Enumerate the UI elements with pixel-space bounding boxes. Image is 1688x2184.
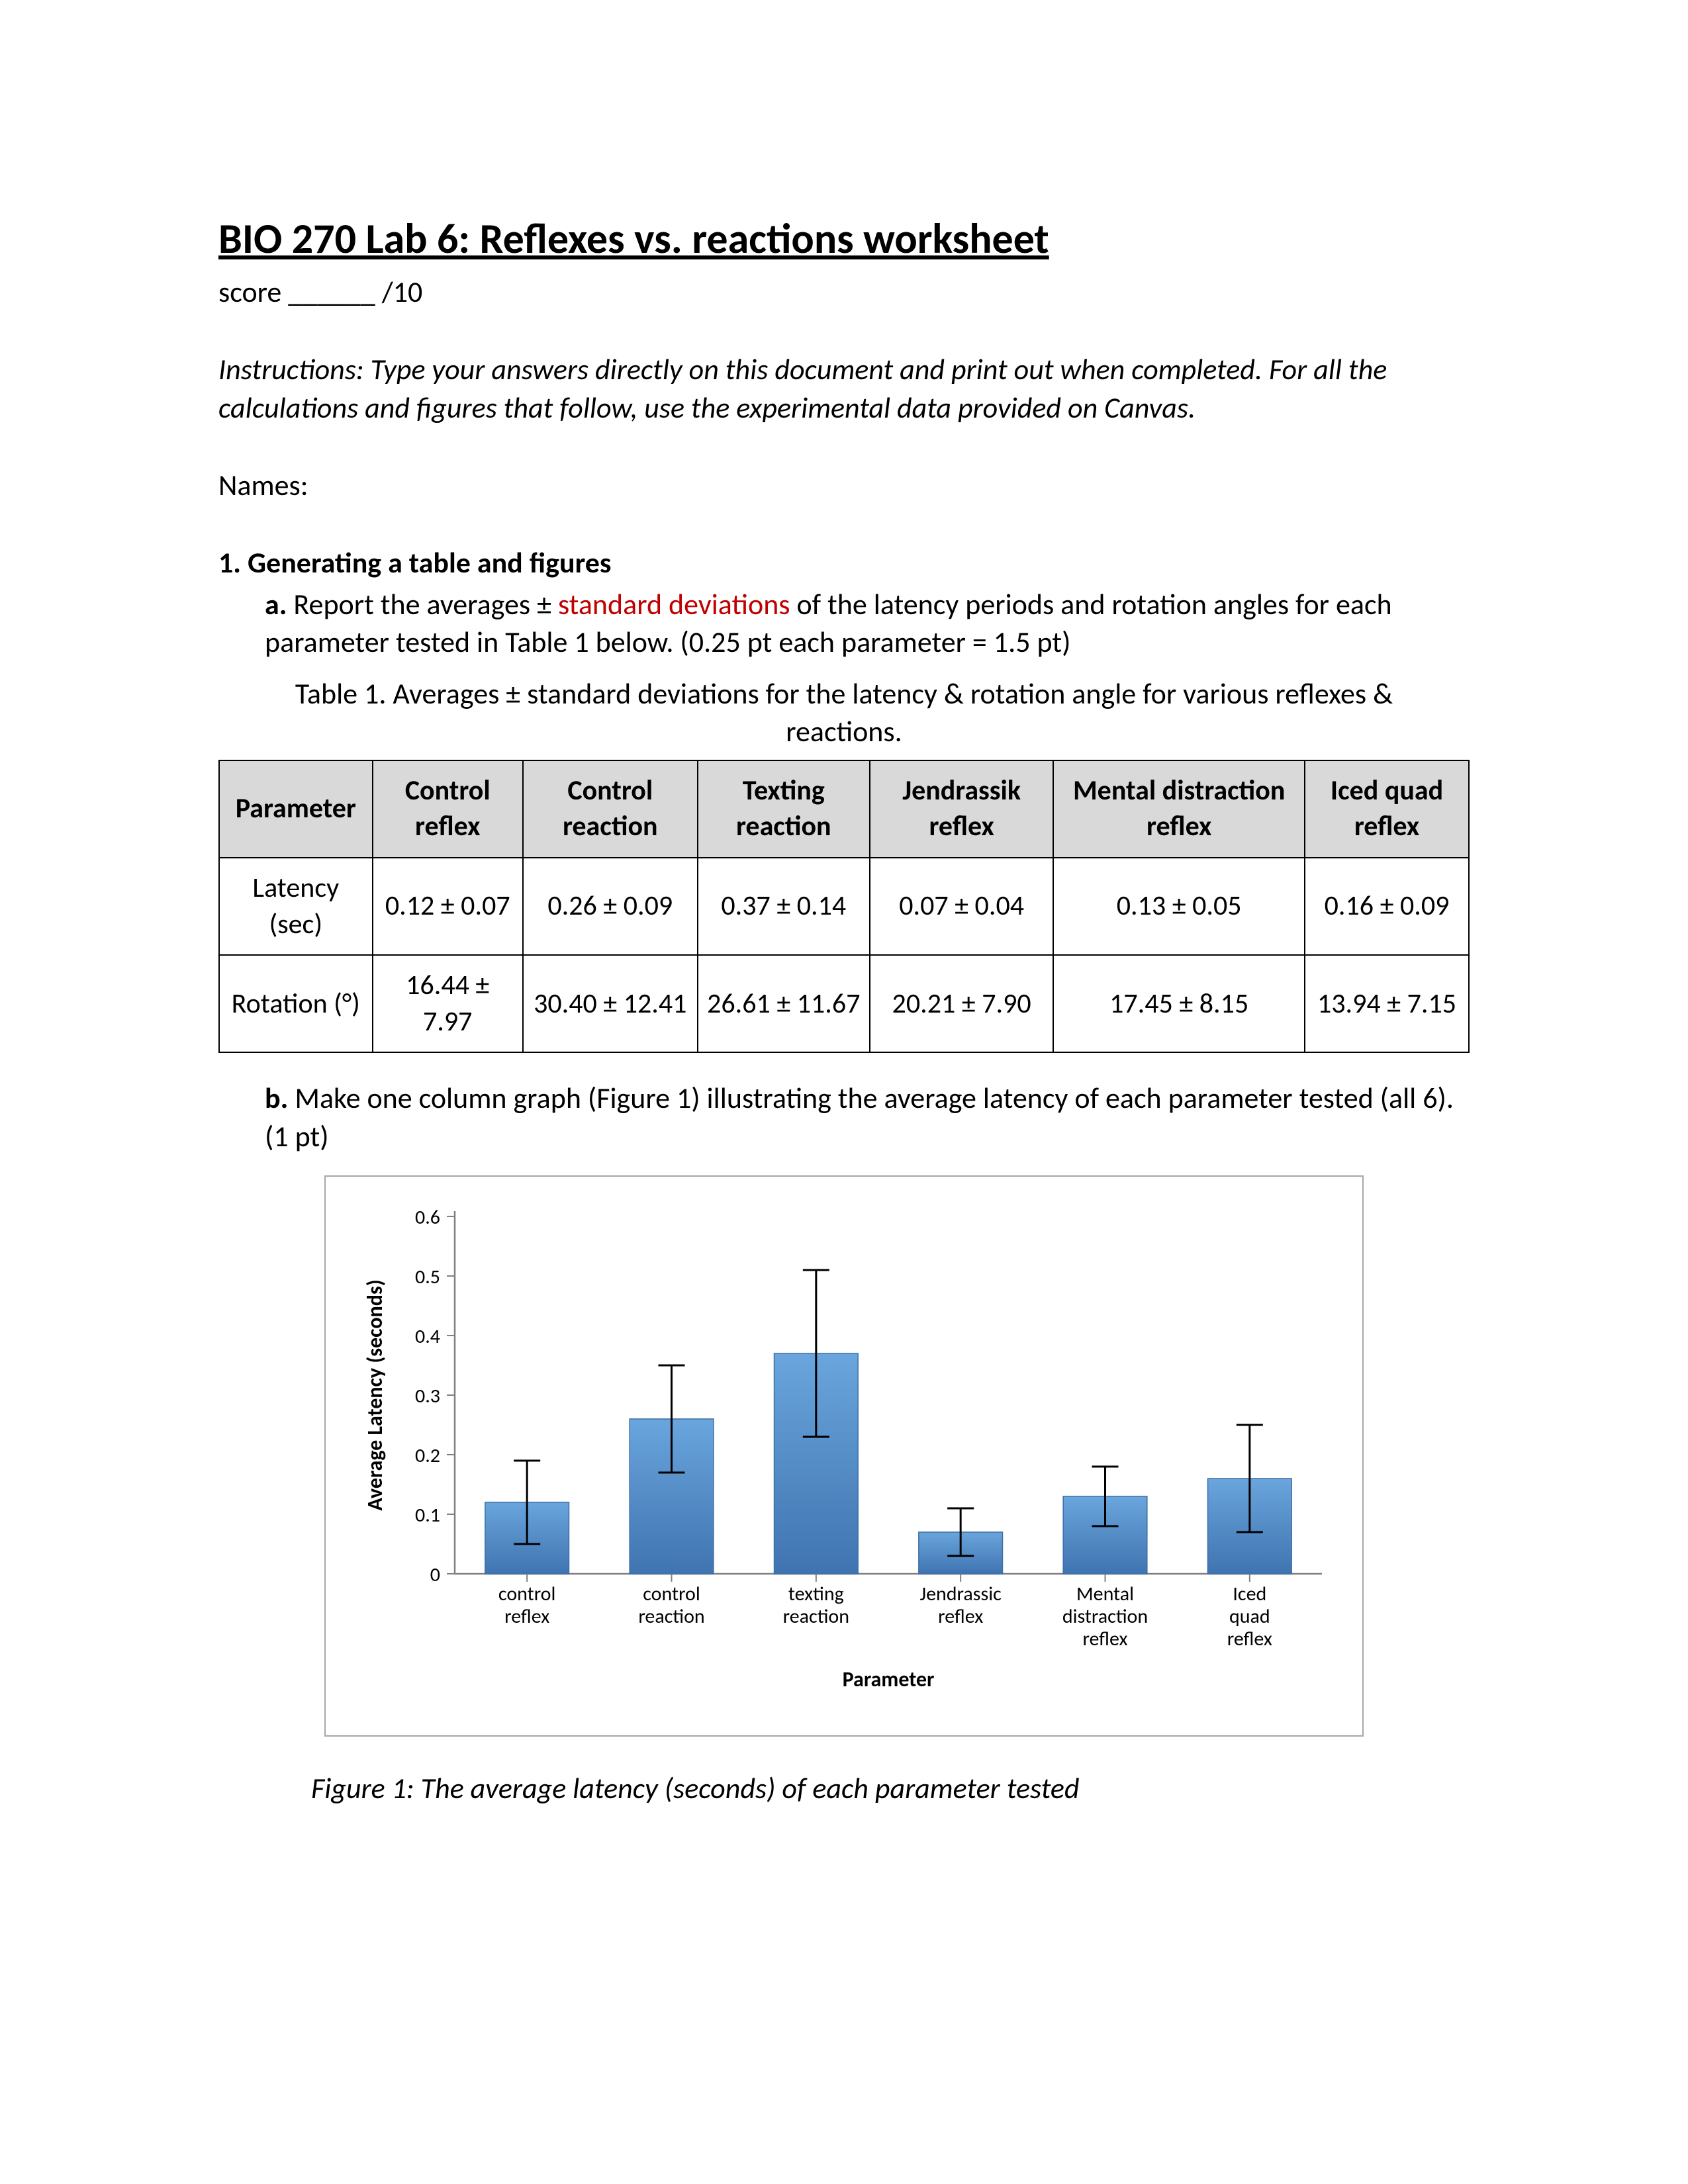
score-suffix: /10	[375, 274, 423, 310]
svg-text:0.6: 0.6	[415, 1205, 440, 1230]
section-1-heading: 1. Generating a table and figures	[218, 544, 1470, 582]
svg-text:Mental: Mental	[1076, 1582, 1134, 1606]
svg-text:0.5: 0.5	[415, 1265, 440, 1289]
worksheet-page: BIO 270 Lab 6: Reflexes vs. reactions wo…	[0, 0, 1688, 2184]
table-cell: 0.37 ± 0.14	[698, 858, 870, 955]
svg-text:reflex: reflex	[1227, 1627, 1272, 1651]
table-header-row: Parameter Control reflex Control reactio…	[219, 760, 1469, 858]
table-cell: 0.26 ± 0.09	[523, 858, 698, 955]
svg-text:reaction: reaction	[783, 1604, 849, 1629]
score-line: score ______ /10	[218, 273, 1470, 311]
latency-bar-chart: 00.10.20.30.40.50.6controlreflexcontrolr…	[346, 1197, 1338, 1713]
item-b-text: Make one column graph (Figure 1) illustr…	[265, 1080, 1454, 1154]
svg-text:distraction: distraction	[1062, 1604, 1148, 1629]
table-header: Control reflex	[373, 760, 523, 858]
table-row: Latency (sec) 0.12 ± 0.07 0.26 ± 0.09 0.…	[219, 858, 1469, 955]
table-cell: 17.45 ± 8.15	[1053, 955, 1305, 1052]
svg-text:reflex: reflex	[938, 1604, 983, 1629]
page-title: BIO 270 Lab 6: Reflexes vs. reactions wo…	[218, 212, 1470, 267]
svg-text:0.4: 0.4	[415, 1324, 440, 1349]
figure-caption: Figure 1: The average latency (seconds) …	[218, 1770, 1470, 1807]
score-blank: ______	[288, 274, 375, 310]
svg-text:control: control	[643, 1582, 700, 1606]
item-a-red: standard deviations	[558, 586, 790, 622]
table-cell: 0.12 ± 0.07	[373, 858, 523, 955]
table-row: Rotation (°) 16.44 ± 7.97 30.40 ± 12.41 …	[219, 955, 1469, 1052]
svg-text:reaction: reaction	[638, 1604, 704, 1629]
table-header: Jendrassik reflex	[870, 760, 1053, 858]
instructions-text: Instructions: Type your answers directly…	[218, 351, 1470, 426]
table-cell: 0.07 ± 0.04	[870, 858, 1053, 955]
score-prefix: score	[218, 274, 288, 310]
item-b: b. Make one column graph (Figure 1) illu…	[218, 1079, 1470, 1155]
chart-container: 00.10.20.30.40.50.6controlreflexcontrolr…	[324, 1175, 1364, 1737]
row-label: Latency (sec)	[219, 858, 373, 955]
table-cell: 26.61 ± 11.67	[698, 955, 870, 1052]
svg-text:reflex: reflex	[504, 1604, 549, 1629]
table-cell: 16.44 ± 7.97	[373, 955, 523, 1052]
svg-text:reflex: reflex	[1082, 1627, 1127, 1651]
svg-text:texting: texting	[788, 1582, 844, 1606]
table-cell: 0.13 ± 0.05	[1053, 858, 1305, 955]
row-label: Rotation (°)	[219, 955, 373, 1052]
item-a-letter: a.	[265, 586, 287, 622]
table-cell: 20.21 ± 7.90	[870, 955, 1053, 1052]
svg-text:Jendrassic: Jendrassic	[920, 1582, 1002, 1606]
table-header: Mental distraction reflex	[1053, 760, 1305, 858]
data-table: Parameter Control reflex Control reactio…	[218, 760, 1470, 1054]
svg-text:Average Latency (seconds): Average Latency (seconds)	[362, 1279, 388, 1510]
svg-text:0.1: 0.1	[415, 1503, 440, 1527]
svg-text:quad: quad	[1229, 1604, 1270, 1629]
table-cell: 0.16 ± 0.09	[1305, 858, 1469, 955]
svg-text:Iced: Iced	[1233, 1582, 1266, 1606]
svg-text:0.3: 0.3	[415, 1384, 440, 1408]
table-header: Texting reaction	[698, 760, 870, 858]
table-header: Parameter	[219, 760, 373, 858]
svg-text:Parameter: Parameter	[843, 1666, 935, 1692]
item-b-letter: b.	[265, 1080, 288, 1116]
table-cell: 30.40 ± 12.41	[523, 955, 698, 1052]
svg-text:control: control	[498, 1582, 555, 1606]
table-cell: 13.94 ± 7.15	[1305, 955, 1469, 1052]
item-a: a. Report the averages ± standard deviat…	[218, 586, 1470, 661]
names-label: Names:	[218, 467, 1470, 504]
table-caption: Table 1. Averages ± standard deviations …	[218, 675, 1470, 751]
table-header: Iced quad reflex	[1305, 760, 1469, 858]
item-a-pre: Report the averages ±	[287, 586, 557, 622]
svg-text:0.2: 0.2	[415, 1443, 440, 1468]
table-header: Control reaction	[523, 760, 698, 858]
svg-text:0: 0	[430, 1563, 440, 1587]
